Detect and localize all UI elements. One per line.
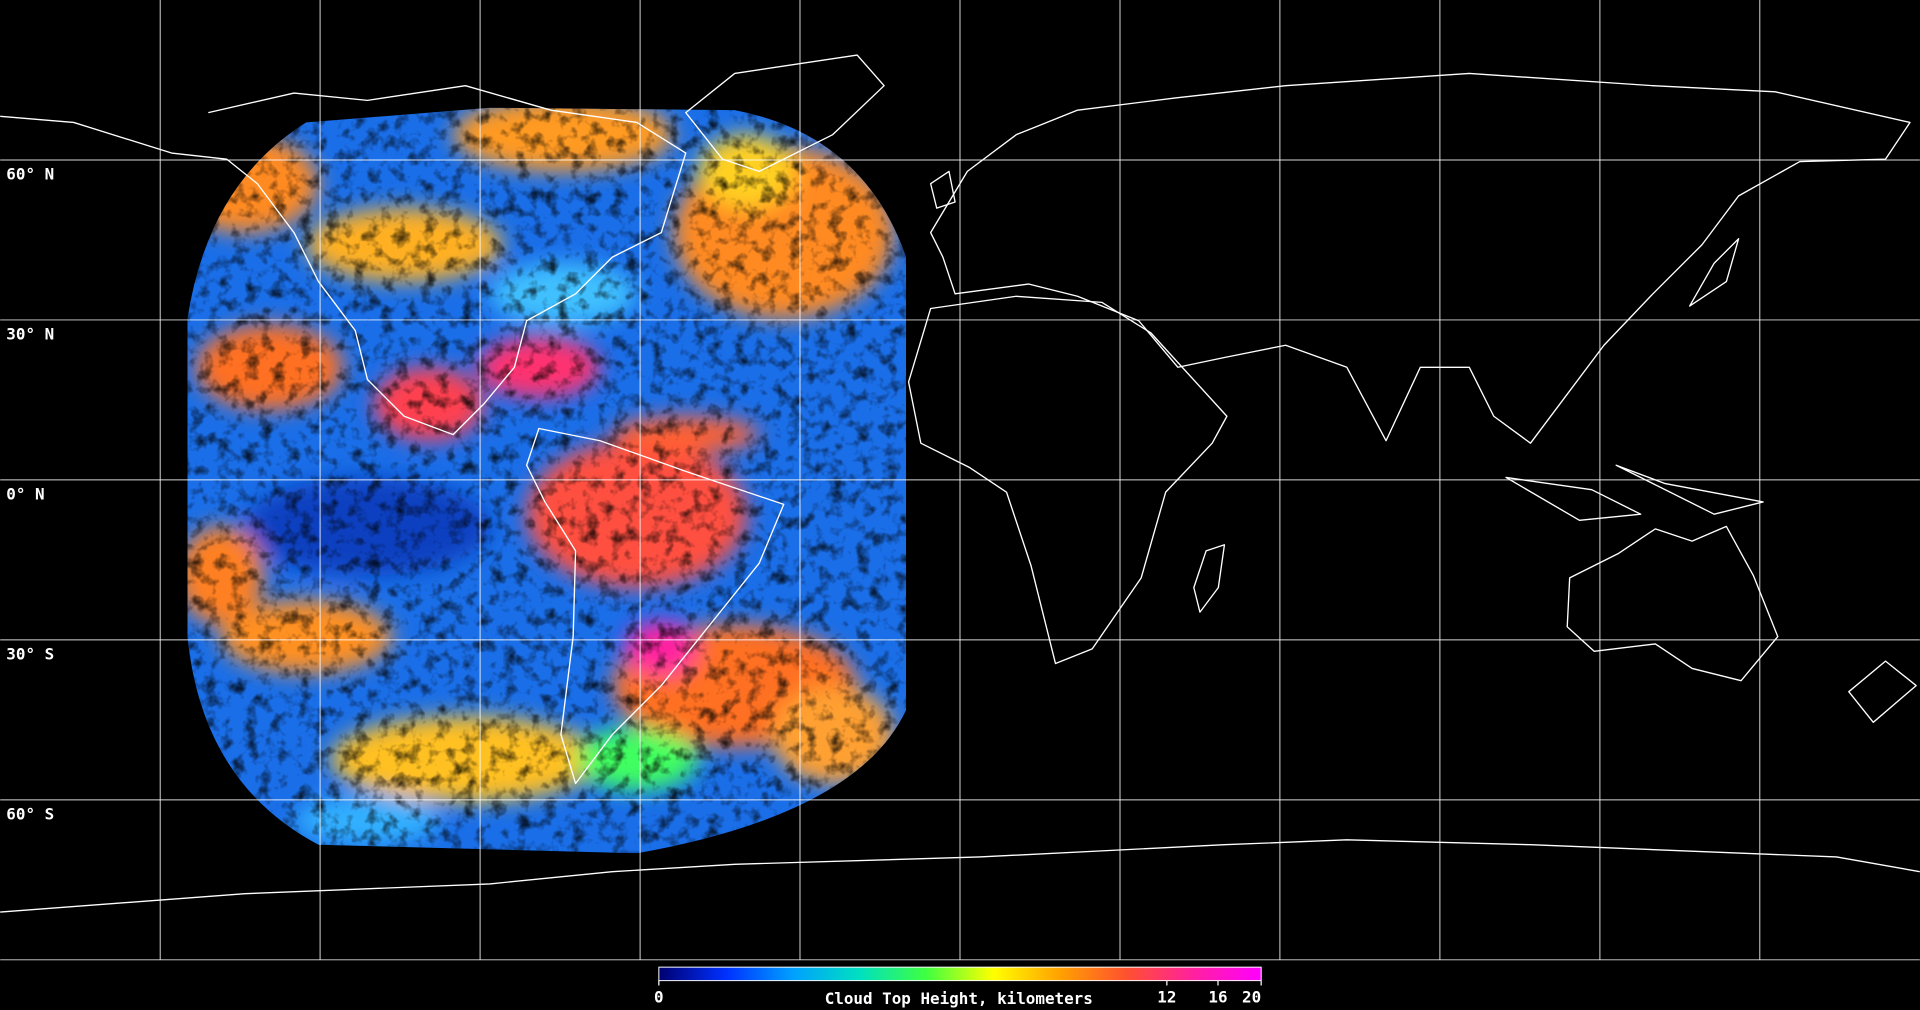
colorbar-tick-label: 0 <box>654 988 664 1007</box>
colorbar-tick-label: 16 <box>1208 988 1227 1007</box>
colorbar <box>658 966 1262 982</box>
colorbar-tick-label: 12 <box>1157 988 1176 1007</box>
satellite-image <box>187 107 907 854</box>
lat-label: 0° N <box>6 484 44 503</box>
lat-label: 60° N <box>6 165 54 184</box>
lat-label: 30° N <box>6 325 54 344</box>
lat-label: 30° S <box>6 644 54 663</box>
coastlines <box>0 54 1920 913</box>
lat-label: 60° S <box>6 804 54 823</box>
colorbar-label: Cloud Top Height, kilometers <box>825 989 1093 1008</box>
colorbar-tick-label: 20 <box>1242 988 1261 1007</box>
